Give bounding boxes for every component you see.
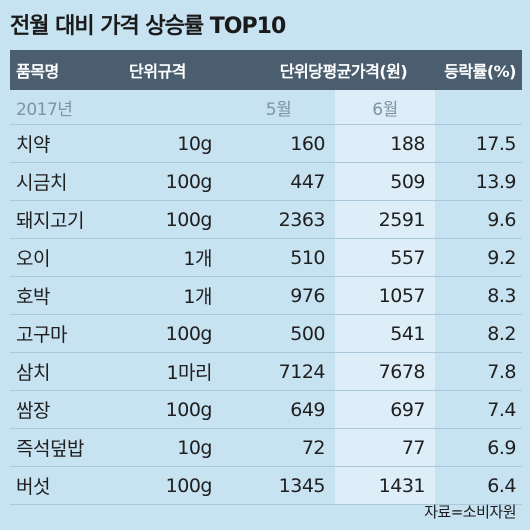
table-row: 고구마 100g 500 541 8.2 [10,315,522,353]
page-title: 전월 대비 가격 상승률 TOP10 [10,14,286,39]
cell-may-price: 976 [290,284,325,307]
cell-item: 고구마 [16,324,67,346]
cell-may-price: 1345 [278,474,326,497]
cell-rate: 8.3 [487,284,516,307]
cell-unit: 100g [165,398,213,421]
cell-rate: 9.2 [487,246,516,269]
subheader-may: 5월 [265,99,292,120]
cell-unit: 10g [177,132,212,155]
cell-unit: 100g [165,208,213,231]
cell-june-price: 1431 [335,467,435,504]
cell-june-price: 541 [335,315,435,352]
cell-may-price: 447 [290,170,325,193]
cell-rate: 8.2 [487,322,516,345]
cell-rate: 7.4 [487,398,516,421]
cell-item: 오이 [16,248,50,270]
cell-may-price: 72 [301,436,326,459]
cell-unit: 1마리 [166,362,212,384]
cell-rate: 17.5 [475,132,517,155]
cell-item: 시금치 [16,172,67,194]
table-subheader: 2017년 5월 6월 [10,90,522,125]
subheader-june: 6월 [335,90,435,124]
cell-rate: 7.8 [487,360,516,383]
table-body: 치약 10g 160 188 17.5 시금치 100g 447 509 13.9 돼지고기 100g… [10,125,522,505]
cell-june-price: 509 [335,163,435,200]
cell-may-price: 7124 [278,360,326,383]
cell-unit: 10g [177,436,212,459]
cell-may-price: 500 [290,322,325,345]
cell-may-price: 510 [290,246,325,269]
cell-item: 돼지고기 [16,210,84,232]
table-row: 삼치 1마리 7124 7678 7.8 [10,353,522,391]
cell-may-price: 649 [290,398,325,421]
table-header: 품목명 단위규격 단위당평균가격(원) 등락률(%) [10,50,522,90]
cell-item: 삼치 [16,362,50,384]
cell-unit: 1개 [183,248,212,270]
cell-june-price: 7678 [335,353,435,390]
cell-may-price: 160 [290,132,325,155]
cell-unit: 100g [165,170,213,193]
header-avg-price: 단위당평균가격(원) [279,62,408,81]
cell-rate: 6.9 [487,436,516,459]
cell-unit: 100g [165,474,213,497]
cell-rate: 6.4 [487,474,516,497]
cell-item: 호박 [16,286,50,308]
cell-june-price: 77 [335,429,435,466]
cell-june-price: 697 [335,391,435,428]
table-row: 호박 1개 976 1057 8.3 [10,277,522,315]
cell-unit: 100g [165,322,213,345]
cell-june-price: 2591 [335,201,435,238]
table-row: 오이 1개 510 557 9.2 [10,239,522,277]
header-item: 품목명 [16,62,59,81]
cell-june-price: 1057 [335,277,435,314]
table-row: 시금치 100g 447 509 13.9 [10,163,522,201]
cell-june-price: 557 [335,239,435,276]
cell-unit: 1개 [183,286,212,308]
subheader-year: 2017년 [16,99,73,120]
price-table: 품목명 단위규격 단위당평균가격(원) 등락률(%) 2017년 5월 6월 치… [10,50,522,505]
cell-june-price: 188 [335,125,435,162]
table-row: 쌈장 100g 649 697 7.4 [10,391,522,429]
cell-item: 즉석덮밥 [16,438,84,460]
cell-item: 치약 [16,134,50,156]
header-rate: 등락률(%) [444,62,516,81]
cell-rate: 13.9 [475,170,517,193]
table-row: 즉석덮밥 10g 72 77 6.9 [10,429,522,467]
cell-item: 쌈장 [16,400,50,422]
source-note: 자료=소비자원 [424,503,516,521]
table-row: 버섯 100g 1345 1431 6.4 [10,467,522,505]
table-row: 돼지고기 100g 2363 2591 9.6 [10,201,522,239]
cell-rate: 9.6 [487,208,516,231]
cell-may-price: 2363 [278,208,326,231]
table-row: 치약 10g 160 188 17.5 [10,125,522,163]
header-unit: 단위규격 [129,62,186,81]
cell-item: 버섯 [16,476,50,498]
